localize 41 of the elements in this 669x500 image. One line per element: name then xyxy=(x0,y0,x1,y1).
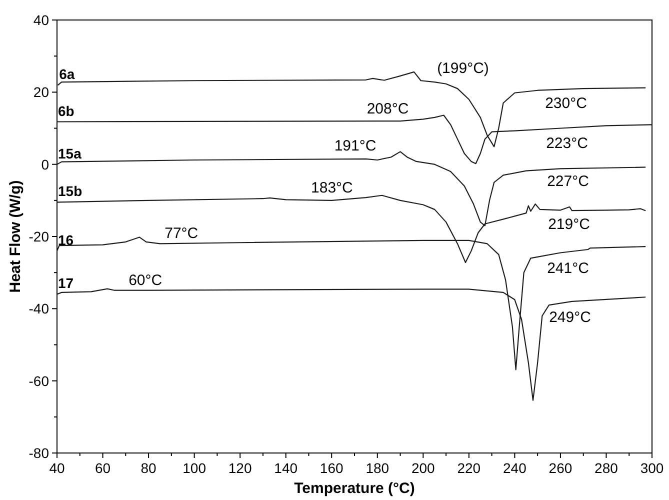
annotation: (199°C) xyxy=(437,60,489,77)
y-tick-label: -40 xyxy=(28,300,50,317)
x-tick-label: 240 xyxy=(503,460,527,476)
series-label: 17 xyxy=(58,275,74,292)
annotation: 191°C xyxy=(334,138,376,155)
y-tick-label: 0 xyxy=(41,156,50,172)
y-tick-label: 40 xyxy=(33,12,50,28)
y-tick-label: -60 xyxy=(28,372,50,389)
x-tick-label: 180 xyxy=(366,460,390,476)
x-tick-label: 60 xyxy=(94,460,111,476)
annotation: 249°C xyxy=(549,309,592,326)
annotation: 60°C xyxy=(128,272,162,289)
series-label: 6a xyxy=(59,66,75,82)
series-label: 15b xyxy=(58,183,82,200)
series-label: 16 xyxy=(58,232,74,248)
x-tick-label: 260 xyxy=(548,460,572,476)
x-tick-label: 300 xyxy=(640,460,664,476)
annotation: 77°C xyxy=(164,225,198,242)
x-tick-label: 200 xyxy=(411,460,436,476)
x-axis-title: Temperature (°C) xyxy=(294,480,415,497)
y-tick-label: -20 xyxy=(28,228,50,244)
annotation: 230°C xyxy=(545,95,588,112)
x-tick-label: 220 xyxy=(457,460,481,476)
annotation: 183°C xyxy=(311,179,354,196)
y-axis-title: Heat Flow (W/g) xyxy=(7,180,24,293)
x-tick-label: 40 xyxy=(49,460,65,476)
x-tick-label: 280 xyxy=(594,460,618,476)
x-tick-label: 80 xyxy=(140,460,157,476)
x-tick-label: 100 xyxy=(182,460,206,476)
x-tick-label: 120 xyxy=(228,460,252,476)
x-tick-label: 160 xyxy=(320,460,344,476)
annotation: 208°C xyxy=(366,100,409,118)
series-label: 6b xyxy=(58,102,74,119)
annotation: 241°C xyxy=(547,260,590,277)
annotation: 227°C xyxy=(547,173,590,190)
annotation: 219°C xyxy=(548,216,590,233)
x-tick-label: 140 xyxy=(274,460,298,476)
y-tick-label: -80 xyxy=(28,445,50,461)
annotation: 223°C xyxy=(546,135,588,152)
series-label: 15a xyxy=(58,145,82,162)
y-tick-label: 20 xyxy=(33,84,50,100)
